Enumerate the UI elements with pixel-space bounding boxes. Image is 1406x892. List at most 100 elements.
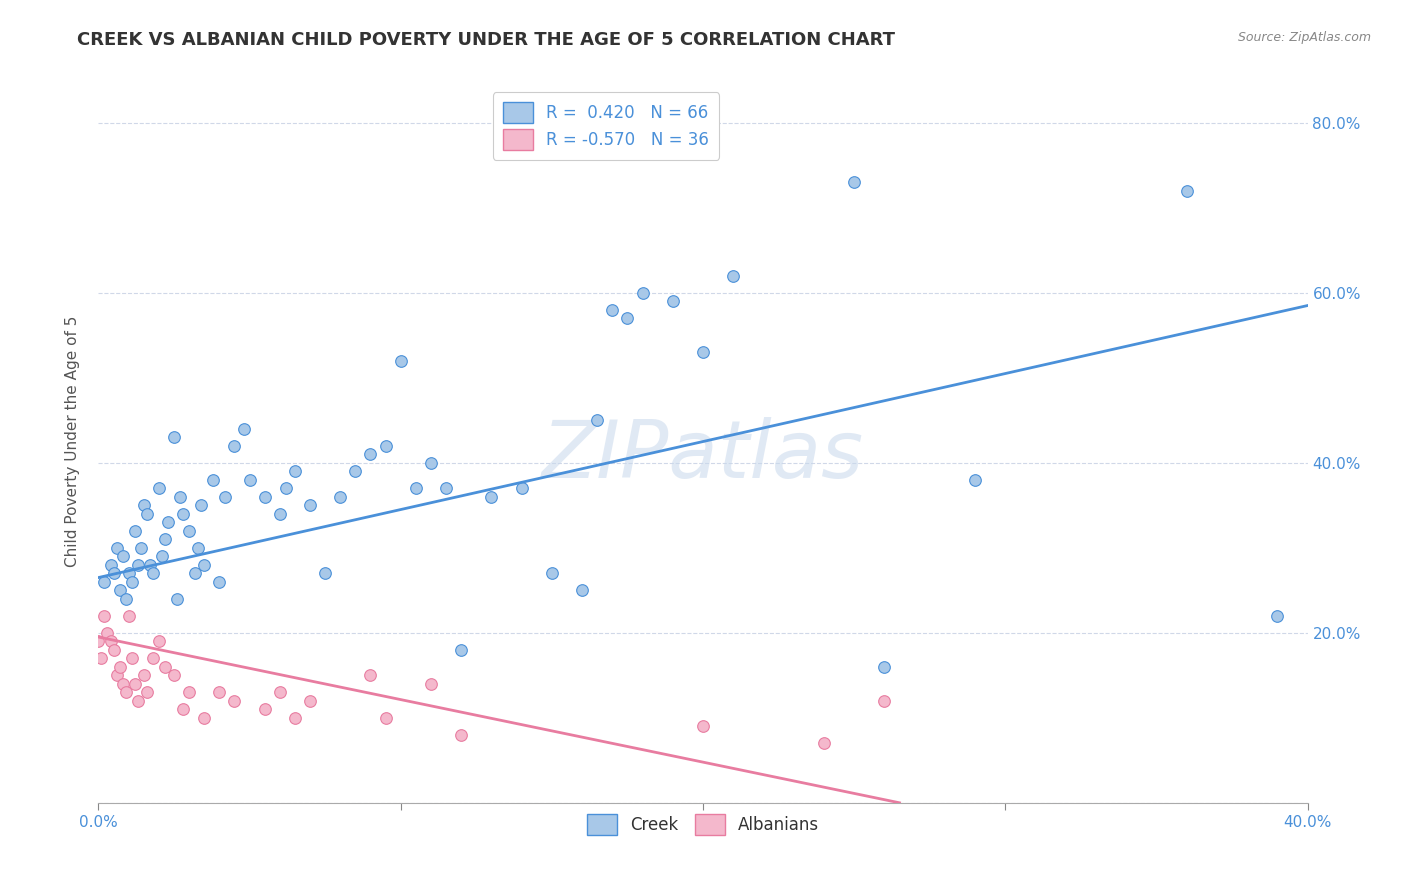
Point — [103, 642, 125, 657]
Point — [450, 642, 472, 657]
Point — [135, 507, 157, 521]
Point — [172, 702, 194, 716]
Point — [389, 353, 412, 368]
Point — [121, 651, 143, 665]
Y-axis label: Child Poverty Under the Age of 5: Child Poverty Under the Age of 5 — [65, 316, 80, 567]
Point — [108, 660, 131, 674]
Point — [208, 685, 231, 699]
Point — [481, 490, 503, 504]
Point — [360, 668, 382, 682]
Point — [631, 285, 654, 300]
Point — [420, 456, 443, 470]
Point — [105, 668, 128, 682]
Point — [661, 294, 683, 309]
Point — [166, 591, 188, 606]
Text: Source: ZipAtlas.com: Source: ZipAtlas.com — [1237, 31, 1371, 45]
Point — [253, 702, 276, 716]
Point — [90, 651, 112, 665]
Point — [510, 481, 533, 495]
Point — [284, 464, 307, 478]
Point — [103, 566, 125, 581]
Point — [87, 634, 110, 648]
Point — [127, 558, 149, 572]
Text: ZIPatlas: ZIPatlas — [541, 417, 865, 495]
Point — [156, 516, 179, 530]
Point — [179, 685, 201, 699]
Point — [224, 439, 246, 453]
Point — [208, 574, 231, 589]
Point — [148, 481, 170, 495]
Point — [299, 498, 322, 512]
Point — [571, 583, 593, 598]
Point — [813, 736, 835, 750]
Point — [274, 481, 297, 495]
Point — [114, 685, 136, 699]
Point — [360, 447, 382, 461]
Point — [314, 566, 336, 581]
Point — [187, 541, 209, 555]
Point — [284, 711, 307, 725]
Point — [374, 439, 396, 453]
Point — [420, 677, 443, 691]
Point — [540, 566, 562, 581]
Point — [142, 651, 165, 665]
Point — [299, 694, 322, 708]
Point — [118, 608, 141, 623]
Point — [602, 302, 624, 317]
Point — [172, 507, 194, 521]
Point — [111, 677, 134, 691]
Point — [129, 541, 152, 555]
Point — [150, 549, 173, 564]
Point — [153, 533, 176, 547]
Point — [127, 694, 149, 708]
Point — [329, 490, 352, 504]
Point — [692, 345, 714, 359]
Point — [269, 507, 291, 521]
Point — [121, 574, 143, 589]
Point — [190, 498, 212, 512]
Point — [163, 430, 186, 444]
Point — [1175, 184, 1198, 198]
Point — [108, 583, 131, 598]
Point — [139, 558, 162, 572]
Point — [193, 558, 215, 572]
Point — [124, 524, 146, 538]
Point — [93, 574, 115, 589]
Point — [124, 677, 146, 691]
Point — [344, 464, 367, 478]
Point — [96, 625, 118, 640]
Point — [873, 660, 896, 674]
Point — [118, 566, 141, 581]
Point — [239, 473, 262, 487]
Point — [169, 490, 191, 504]
Point — [692, 719, 714, 733]
Point — [253, 490, 276, 504]
Legend: Creek, Albanians: Creek, Albanians — [581, 808, 825, 841]
Point — [184, 566, 207, 581]
Point — [1267, 608, 1289, 623]
Point — [873, 694, 896, 708]
Point — [965, 473, 987, 487]
Point — [142, 566, 165, 581]
Point — [179, 524, 201, 538]
Point — [434, 481, 457, 495]
Point — [193, 711, 215, 725]
Point — [844, 175, 866, 189]
Point — [111, 549, 134, 564]
Point — [269, 685, 291, 699]
Point — [723, 268, 745, 283]
Text: CREEK VS ALBANIAN CHILD POVERTY UNDER THE AGE OF 5 CORRELATION CHART: CREEK VS ALBANIAN CHILD POVERTY UNDER TH… — [77, 31, 896, 49]
Point — [153, 660, 176, 674]
Point — [100, 558, 122, 572]
Point — [132, 668, 155, 682]
Point — [132, 498, 155, 512]
Point — [163, 668, 186, 682]
Point — [100, 634, 122, 648]
Point — [214, 490, 236, 504]
Point — [450, 728, 472, 742]
Point — [586, 413, 609, 427]
Point — [616, 311, 638, 326]
Point — [135, 685, 157, 699]
Point — [405, 481, 427, 495]
Point — [374, 711, 396, 725]
